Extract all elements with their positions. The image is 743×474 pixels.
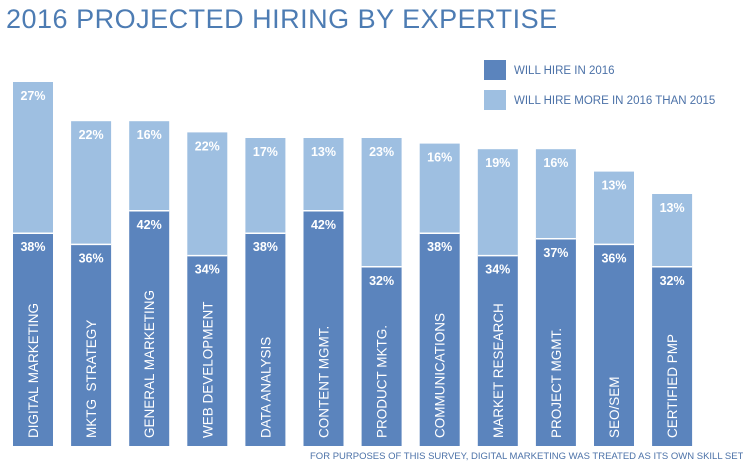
bar-segment-will-hire (303, 210, 344, 446)
category-label: GENERAL MARKETING (142, 290, 157, 438)
bar-segment-hire-more (594, 171, 634, 245)
chart-title: 2016 PROJECTED HIRING BY EXPERTISE (6, 4, 558, 34)
legend-swatch-1 (484, 60, 506, 80)
legend-label-1: WILL HIRE IN 2016 (514, 65, 615, 77)
category-label: DIGITAL MARKETING (26, 303, 41, 438)
bar-segment-hire-more (245, 138, 286, 234)
category-label: MARKET RESEARCH (491, 303, 506, 438)
data-label-will-hire: 38% (427, 240, 452, 254)
category-label: CONTENT MGMT. (317, 326, 332, 438)
data-label-will-hire: 36% (601, 251, 626, 265)
data-label-hire-more: 22% (195, 139, 220, 153)
data-label-will-hire: 32% (369, 274, 394, 288)
data-label-hire-more: 13% (311, 145, 336, 159)
category-label: WEB DEVELOPMENT (200, 301, 215, 438)
bar-segment-will-hire (419, 233, 460, 446)
chart-footnote: FOR PURPOSES OF THIS SURVEY, DIGITAL MAR… (310, 451, 743, 462)
bar-segment-hire-more (187, 132, 228, 256)
category-label: PROJECT MGMT. (549, 328, 564, 438)
bar-segment-will-hire (361, 266, 402, 446)
bar-segment-hire-more (535, 149, 576, 239)
data-label-hire-more: 16% (543, 156, 568, 170)
data-label-hire-more: 17% (253, 145, 278, 159)
data-label-hire-more: 19% (485, 156, 510, 170)
data-label-will-hire: 38% (20, 240, 45, 254)
data-label-will-hire: 34% (195, 263, 220, 277)
data-label-will-hire: 36% (79, 251, 104, 265)
bar-segment-will-hire (13, 233, 53, 446)
bar-segment-will-hire (652, 266, 693, 446)
data-label-will-hire: 42% (137, 218, 162, 232)
data-label-hire-more: 16% (427, 151, 452, 165)
bar-segment-will-hire (535, 238, 576, 446)
data-label-hire-more: 13% (601, 179, 626, 193)
legend-label-2: WILL HIRE MORE IN 2016 THAN 2015 (514, 95, 715, 107)
bar-segment-will-hire (245, 233, 286, 446)
data-label-hire-more: 27% (20, 89, 45, 103)
legend-swatch-2 (484, 90, 506, 110)
bar-segment-hire-more (71, 121, 112, 245)
data-label-will-hire: 37% (543, 246, 568, 260)
bar-segment-hire-more (652, 194, 693, 267)
data-label-will-hire: 32% (660, 274, 685, 288)
category-label: DATA ANALYSIS (258, 337, 273, 438)
bar-segment-hire-more (361, 138, 402, 267)
data-label-will-hire: 34% (485, 263, 510, 277)
bar-segment-will-hire (129, 210, 170, 446)
bar-segment-will-hire (477, 255, 518, 446)
category-label: MKTG STRATEGY (84, 320, 99, 438)
data-label-hire-more: 16% (137, 128, 162, 142)
data-label-hire-more: 13% (660, 201, 685, 215)
bar-segment-will-hire (187, 255, 228, 446)
bar-segment-hire-more (13, 82, 53, 234)
category-label: CERTIFIED PMP (665, 334, 680, 438)
bar-segment-will-hire (71, 244, 112, 446)
bar-segment-hire-more (303, 138, 344, 211)
data-label-will-hire: 38% (253, 240, 278, 254)
category-label: SEO/SEM (607, 376, 622, 438)
category-label: COMMUNICATIONS (433, 313, 448, 438)
data-label-hire-more: 22% (79, 128, 104, 142)
bar-segment-hire-more (477, 149, 518, 256)
bar-segment-will-hire (594, 244, 634, 446)
category-label: PRODUCT MKTG. (375, 325, 390, 438)
bar-segment-hire-more (129, 121, 170, 211)
data-label-will-hire: 42% (311, 218, 336, 232)
bar-segment-hire-more (419, 143, 460, 234)
data-label-hire-more: 23% (369, 145, 394, 159)
